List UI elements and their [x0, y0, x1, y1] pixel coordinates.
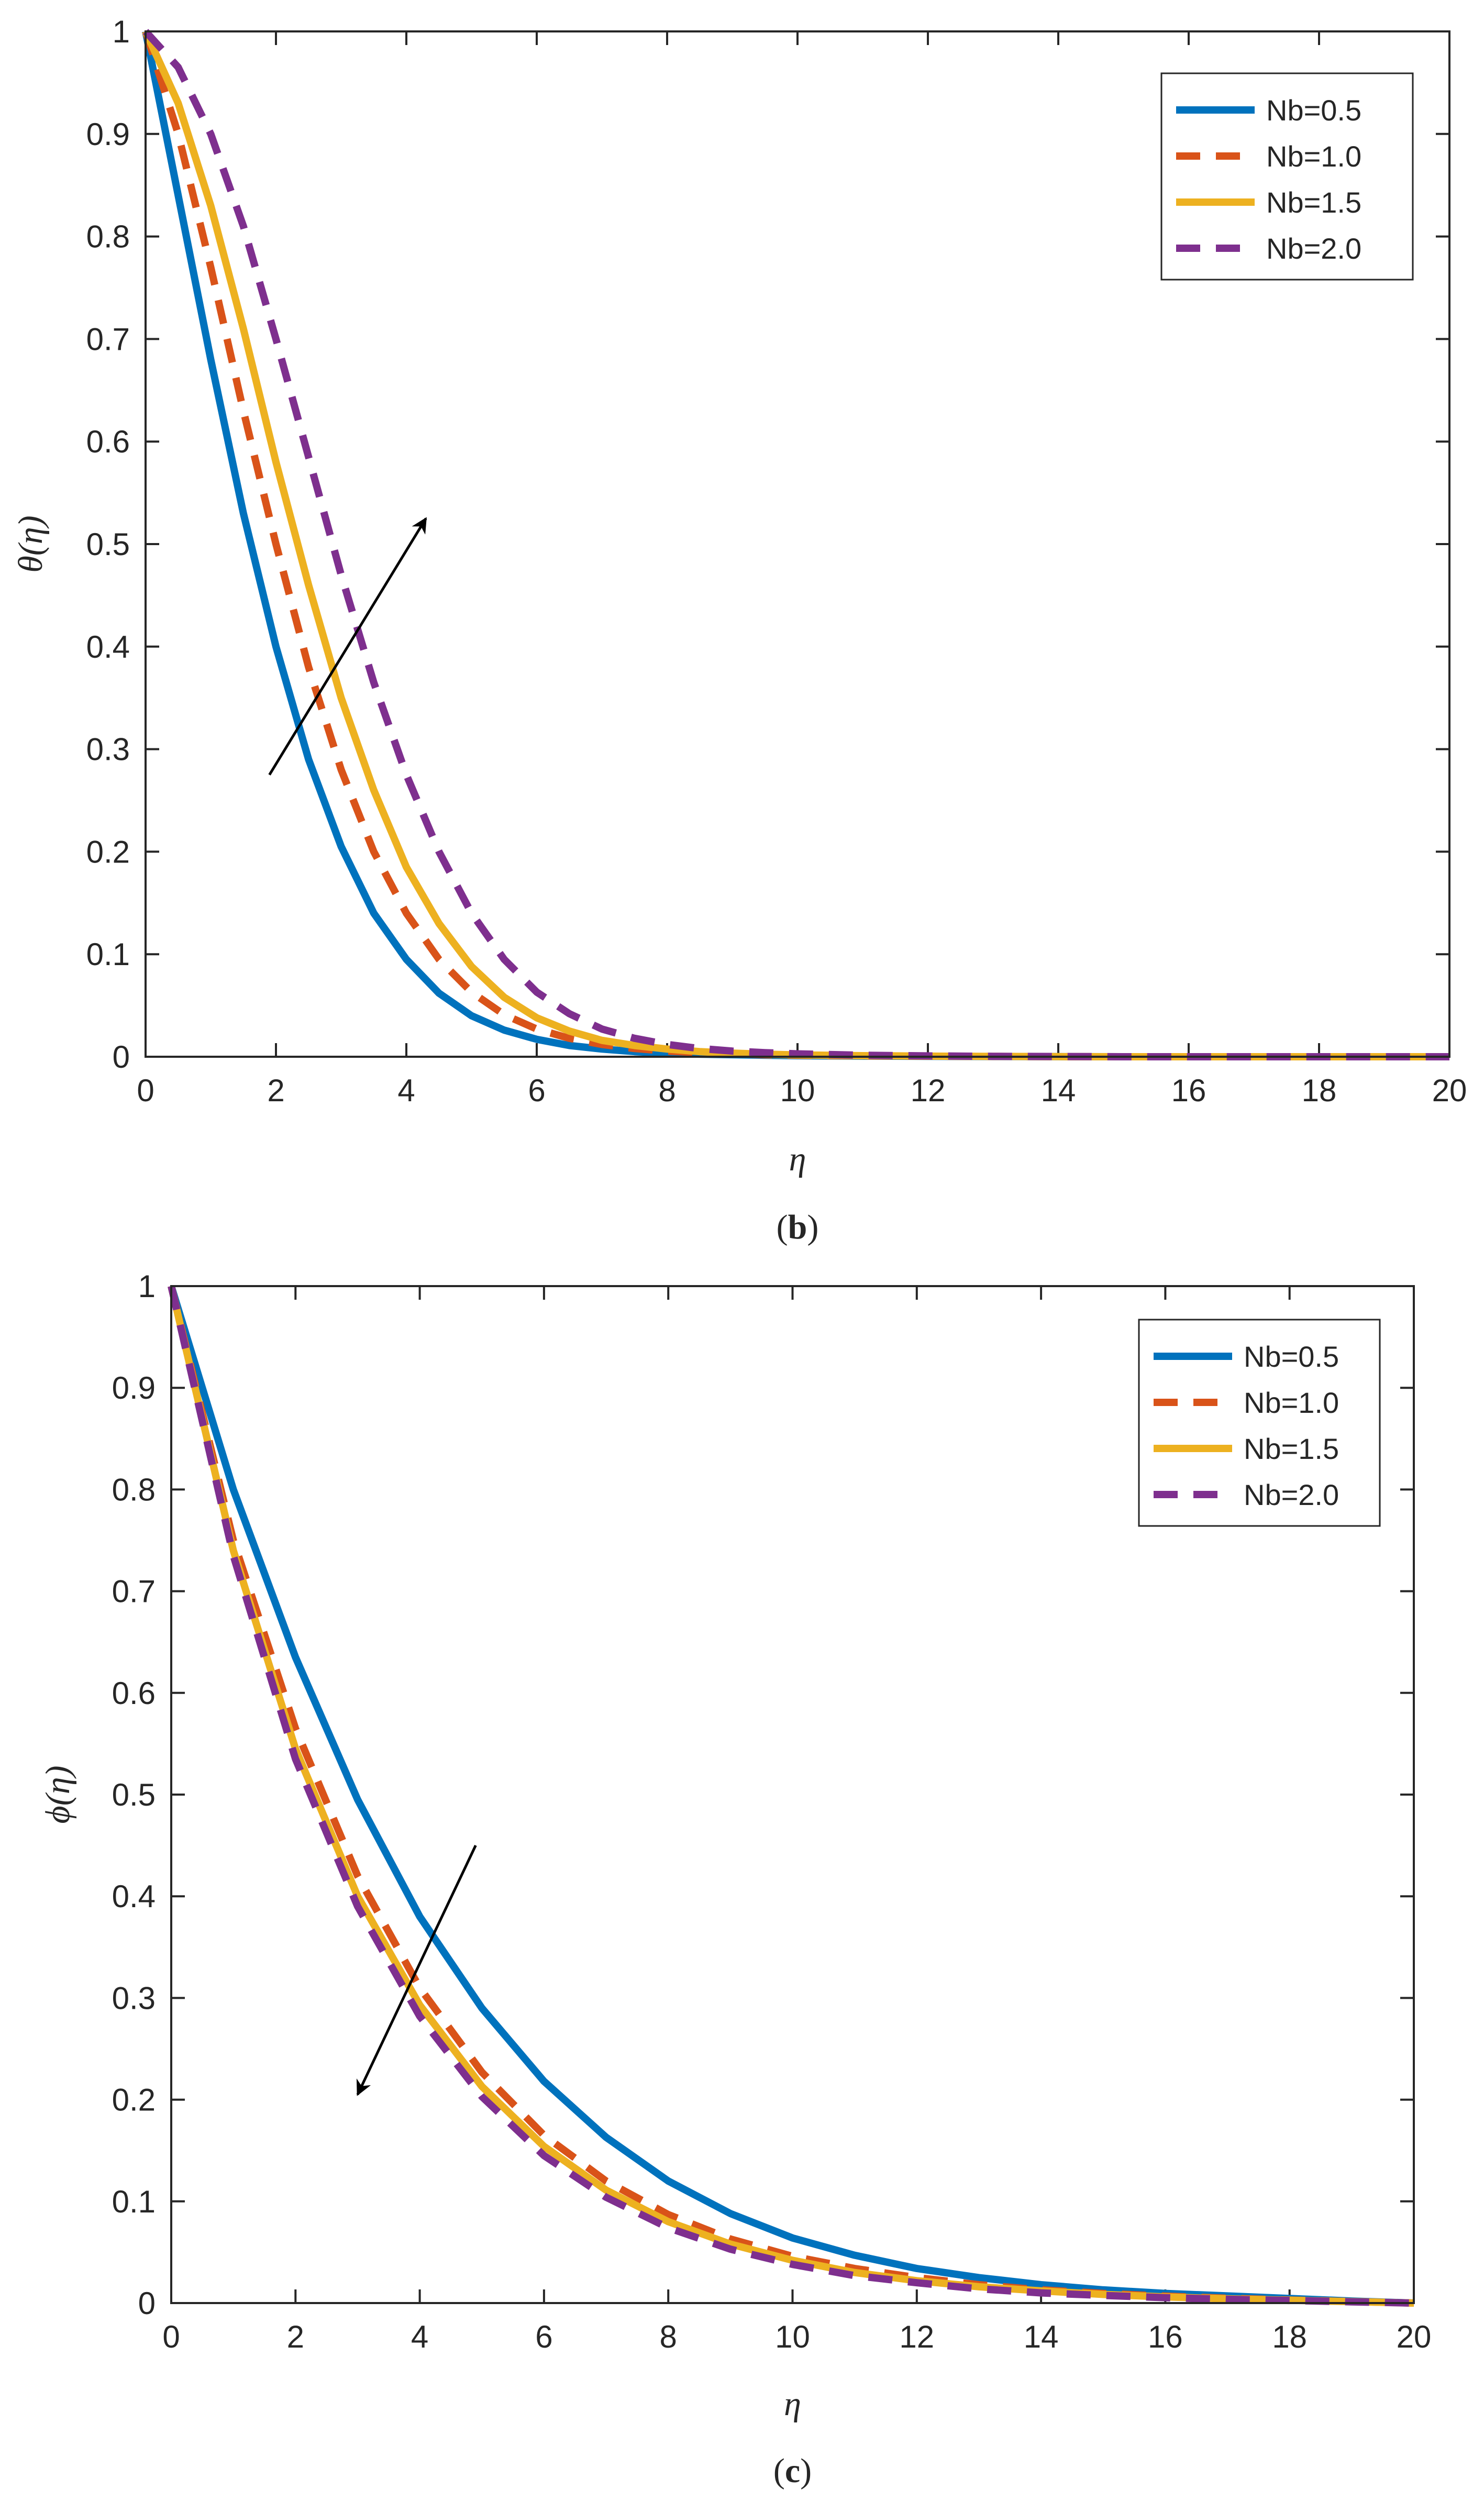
y-tick-label: 0.9 [86, 117, 130, 152]
y-tick-label: 0.5 [86, 527, 130, 562]
x-tick-label: 16 [1171, 1073, 1206, 1108]
y-tick-label: 0.7 [86, 322, 130, 357]
x-tick-label: 10 [780, 1073, 815, 1108]
legend-label: Nb=0.5 [1244, 1340, 1339, 1373]
y-tick-label: 0.3 [112, 1980, 156, 2016]
y-tick-labels: 0 0.1 0.2 0.3 0.4 0.5 0.6 0.7 0.8 0.9 1 [112, 1269, 156, 2321]
panel-caption: (c) [773, 2452, 812, 2490]
legend: Nb=0.5 Nb=1.0 Nb=1.5 Nb=2.0 [1160, 72, 1414, 281]
y-tick-label: 1 [113, 14, 130, 49]
x-tick-label: 0 [137, 1073, 154, 1108]
y-tick-label: 0.1 [112, 2184, 156, 2219]
x-tick-label: 0 [162, 2319, 180, 2354]
y-tick-label: 0.4 [112, 1879, 156, 1914]
y-tick-labels: 0 0.1 0.2 0.3 0.4 0.5 0.6 0.7 0.8 0.9 1 [86, 14, 130, 1075]
y-tick-label: 0.7 [112, 1574, 156, 1609]
y-tick-label: 0 [138, 2286, 156, 2321]
x-tick-label: 14 [1024, 2319, 1059, 2354]
y-tick-label: 0.6 [112, 1676, 156, 1711]
y-tick-label: 0.1 [86, 937, 130, 972]
x-tick-labels: 0 2 4 6 8 10 12 14 16 18 20 [162, 2319, 1431, 2354]
x-axis-label: η [784, 2385, 801, 2423]
y-tick-label: 0.6 [86, 424, 130, 459]
x-tick-label: 14 [1041, 1073, 1076, 1108]
y-tick-label: 1 [138, 1269, 156, 1304]
x-tick-label: 6 [528, 1073, 545, 1108]
x-tick-label: 18 [1302, 1073, 1337, 1108]
y-tick-label: 0.8 [86, 219, 130, 254]
x-tick-label: 18 [1272, 2319, 1307, 2354]
x-tick-label: 12 [911, 1073, 946, 1108]
panel-caption: (b) [777, 1208, 819, 1246]
y-tick-label: 0.2 [112, 2083, 156, 2118]
trend-arrow [268, 517, 427, 776]
y-tick-label: 0.3 [86, 732, 130, 767]
y-axis-label: θ(η) [12, 515, 50, 572]
x-tick-label: 16 [1148, 2319, 1183, 2354]
x-tick-label: 8 [660, 2319, 677, 2354]
plot-frame [170, 1285, 1415, 2304]
y-tick-label: 0.8 [112, 1472, 156, 1507]
trend-arrow [356, 1845, 477, 2096]
chart-panel-c: 0 2 4 6 8 10 12 14 16 18 20 0 0.1 0.2 0.3 0.4 0.5 0.6 0.7… [39, 1269, 1431, 2490]
legend-label: Nb=1.5 [1244, 1432, 1339, 1465]
series-line [168, 1285, 1414, 2307]
x-tick-label: 6 [535, 2319, 552, 2354]
x-tick-label: 4 [411, 2319, 428, 2354]
x-tick-label: 12 [899, 2319, 934, 2354]
legend: Nb=0.5 Nb=1.0 Nb=1.5 Nb=2.0 [1138, 1319, 1381, 1527]
y-tick-label: 0.2 [86, 834, 130, 869]
series-lines [168, 1285, 1414, 2307]
y-axis-label: ϕ(η) [39, 1766, 77, 1824]
legend-label: Nb=2.0 [1266, 232, 1361, 265]
plot-frame [145, 30, 1450, 1058]
legend-label: Nb=1.0 [1244, 1386, 1339, 1419]
legend-label: Nb=1.5 [1266, 186, 1361, 219]
x-tick-label: 20 [1397, 2319, 1432, 2354]
y-tick-label: 0.9 [112, 1370, 156, 1406]
x-tick-label: 10 [775, 2319, 810, 2354]
chart-panel-b: 0 2 4 6 8 10 12 14 16 18 20 0 0.1 0.2 0.3 0.4 0.5 0.6 0.7… [12, 14, 1467, 1246]
x-tick-label: 2 [287, 2319, 304, 2354]
x-tick-label: 8 [658, 1073, 675, 1108]
legend-label: Nb=2.0 [1244, 1478, 1339, 1511]
x-tick-label: 4 [397, 1073, 415, 1108]
x-tick-labels: 0 2 4 6 8 10 12 14 16 18 20 [137, 1073, 1467, 1108]
legend-label: Nb=1.0 [1266, 140, 1361, 173]
legend-label: Nb=0.5 [1266, 94, 1361, 127]
x-axis-label: η [789, 1140, 806, 1178]
x-tick-label: 2 [267, 1073, 284, 1108]
y-tick-label: 0.4 [86, 629, 130, 665]
y-tick-label: 0.5 [112, 1777, 156, 1812]
x-tick-label: 20 [1432, 1073, 1467, 1108]
y-tick-label: 0 [113, 1039, 130, 1075]
